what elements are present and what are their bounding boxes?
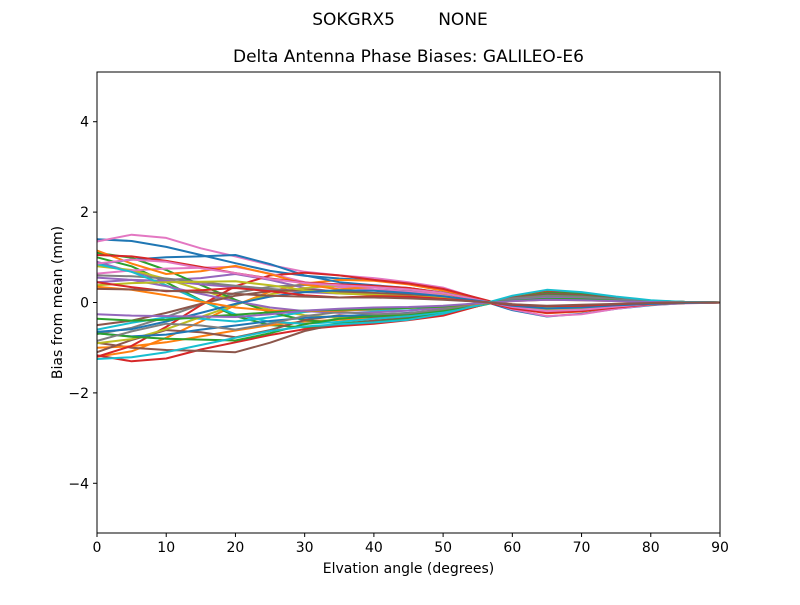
y-tick-label: −2 [68,386,89,402]
x-tick-label: 20 [227,540,245,556]
x-tick-label: 10 [157,540,175,556]
series-line-30 [96,288,721,360]
axis-ticks-group: 0 10 20 30 40 50 60 70 80 90 −4 −2 0 2 4 [68,115,729,556]
x-tick-label: 0 [93,540,102,556]
line-series-group [96,233,721,363]
series-line-28 [96,294,721,342]
axes-frame [96,71,721,534]
x-tick-label: 70 [573,540,591,556]
y-axis-label: Bias from mean (mm) [50,226,66,379]
x-axis-label: Elvation angle (degrees) [323,561,494,577]
y-tick-label: 4 [80,115,89,131]
figure-suptitle: SOKGRX5 NONE [312,10,488,30]
axes-title: Delta Antenna Phase Biases: GALILEO-E6 [233,47,584,67]
series-line-27 [96,258,721,313]
series-line-7 [96,233,721,318]
series-line-35 [96,298,720,318]
x-tick-label: 90 [711,540,729,556]
x-tick-label: 80 [642,540,660,556]
y-tick-label: 0 [80,296,89,312]
series-line-36 [96,287,720,307]
y-tick-label: 2 [80,205,89,221]
y-tick-label: −4 [68,476,89,492]
x-tick-label: 30 [296,540,314,556]
x-tick-label: 50 [434,540,452,556]
x-tick-label: 40 [365,540,383,556]
x-tick-label: 60 [503,540,521,556]
